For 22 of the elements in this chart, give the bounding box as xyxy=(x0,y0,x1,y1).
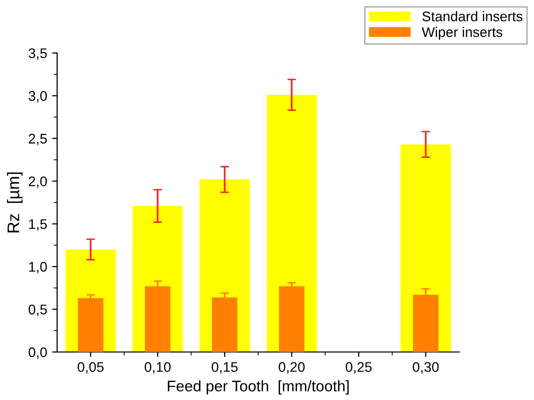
y-axis-title: Rz [µm] xyxy=(7,172,23,232)
bar xyxy=(212,297,238,352)
x-tick-label: 0,10 xyxy=(144,362,171,374)
x-tick-label: 0,20 xyxy=(278,362,305,374)
x-axis-title: Feed per Tooth [mm/tooth] xyxy=(168,380,349,394)
x-tick-label: 0,25 xyxy=(346,362,372,374)
y-tick-label: 2,5 xyxy=(28,134,47,146)
legend-label: Wiper inserts xyxy=(422,26,502,40)
x-tick-label: 0,05 xyxy=(78,362,104,374)
bar xyxy=(278,286,304,352)
x-tick-label: 0,15 xyxy=(212,362,238,374)
x-tick-label: 0,30 xyxy=(412,362,439,374)
y-tick-label: 3,0 xyxy=(28,91,47,103)
y-tick-label: 0,5 xyxy=(28,304,47,316)
bar xyxy=(78,298,104,352)
y-tick-label: 1,0 xyxy=(29,262,47,274)
y-tick-label: 3,5 xyxy=(28,48,47,60)
y-tick-label: 2,0 xyxy=(28,176,47,188)
y-tick-label: 0,0 xyxy=(28,347,47,359)
y-tick-label: 1,5 xyxy=(29,219,47,231)
bar xyxy=(144,286,170,352)
legend-label: Standard inserts xyxy=(422,11,522,22)
